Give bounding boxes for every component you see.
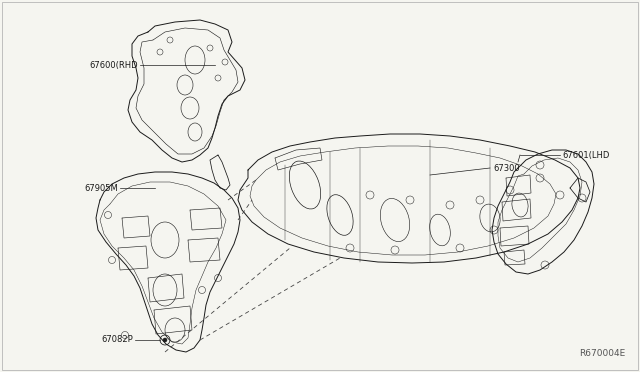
- Circle shape: [163, 338, 167, 342]
- Text: R670004E: R670004E: [579, 349, 625, 358]
- Text: 67601(LHD: 67601(LHD: [562, 151, 609, 160]
- Text: 67082P: 67082P: [101, 336, 133, 344]
- Text: 67600(RHD: 67600(RHD: [90, 61, 138, 70]
- Text: 67300: 67300: [493, 164, 520, 173]
- Text: 67905M: 67905M: [84, 183, 118, 192]
